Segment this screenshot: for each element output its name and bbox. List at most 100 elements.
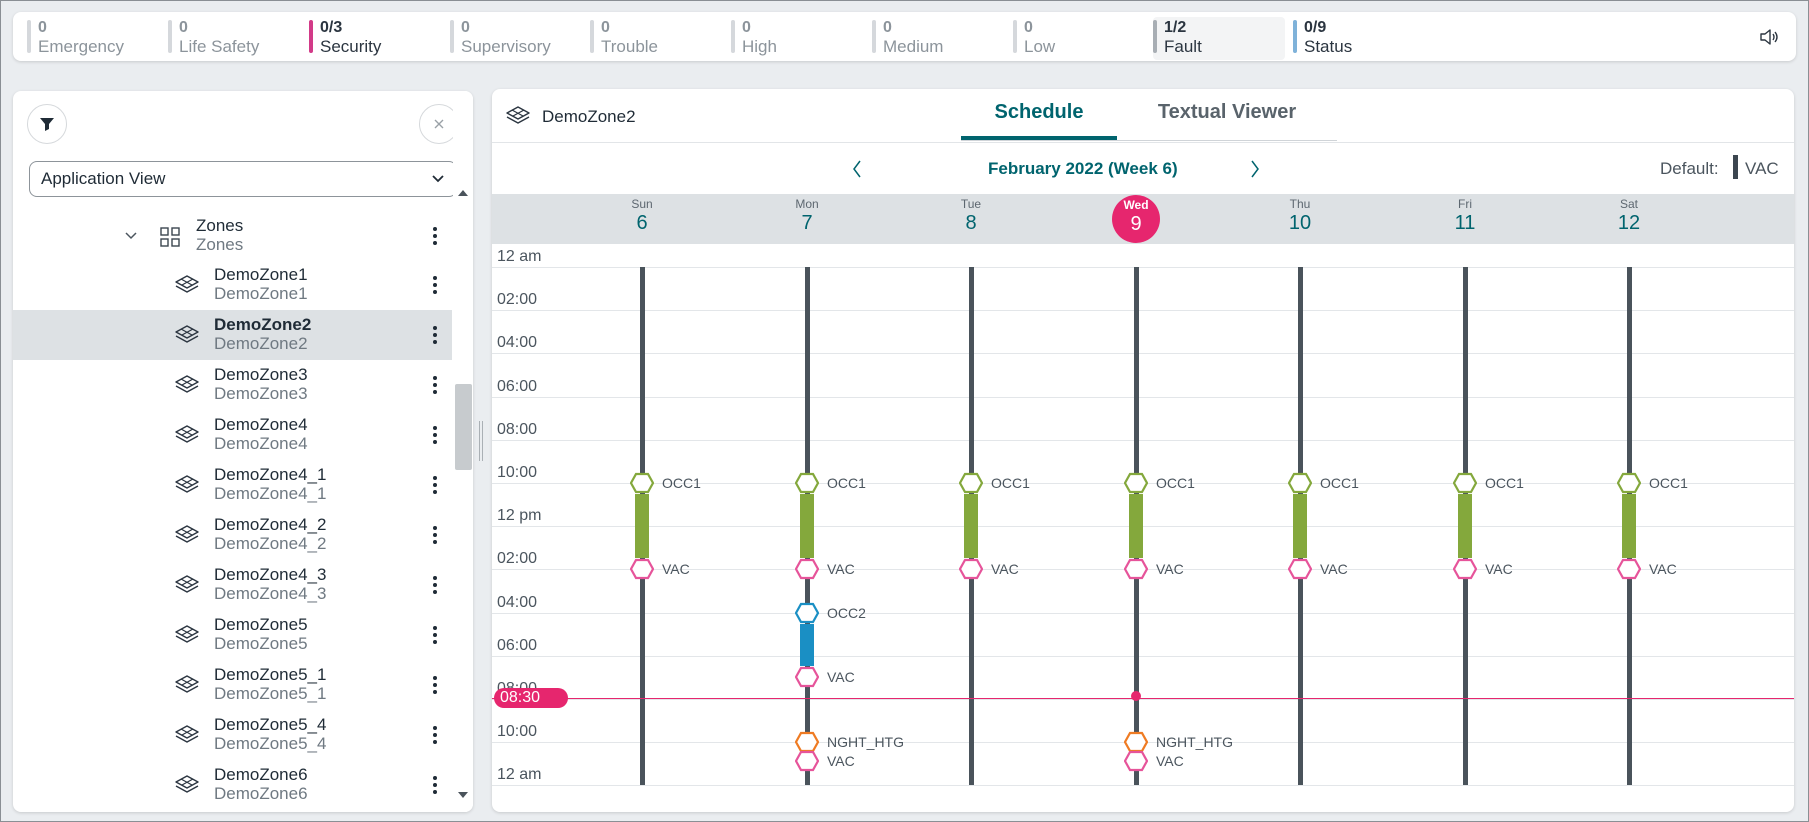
event-start-hex-icon[interactable]: [1123, 472, 1149, 494]
week-navigator: February 2022 (Week 6) Default: VAC: [492, 145, 1794, 191]
event-end-hex-icon[interactable]: [629, 558, 655, 580]
event-start-label: NGHT_HTG: [827, 734, 904, 751]
chevron-right-icon[interactable]: [1247, 158, 1263, 180]
status-color-bar: [1293, 20, 1297, 53]
tree-node-demozone4_1[interactable]: DemoZone4_1 DemoZone4_1: [13, 460, 452, 510]
event-start-hex-icon[interactable]: [1616, 472, 1642, 494]
event-end-hex-icon[interactable]: [958, 558, 984, 580]
more-options-icon[interactable]: [425, 523, 445, 547]
tree-node-subtitle: DemoZone4: [214, 434, 308, 453]
status-item-low[interactable]: 0 Low: [1013, 19, 1145, 59]
tree-node-title: DemoZone4: [214, 415, 308, 434]
schedule-event-bar[interactable]: [1458, 494, 1472, 559]
more-options-icon[interactable]: [425, 224, 445, 248]
tree-node-demozone4_3[interactable]: DemoZone4_3 DemoZone4_3: [13, 560, 452, 610]
status-item-high[interactable]: 0 High: [731, 19, 863, 59]
tree-node-title: DemoZone5_4: [214, 715, 327, 734]
filter-button[interactable]: [27, 104, 67, 144]
schedule-event-bar[interactable]: [800, 494, 814, 559]
event-end-label: VAC: [827, 753, 855, 770]
status-item-security[interactable]: 0/3 Security: [309, 19, 441, 59]
close-button[interactable]: [419, 104, 459, 144]
event-end-hex-icon[interactable]: [1123, 750, 1149, 772]
tree-node-demozone6[interactable]: DemoZone6 DemoZone6: [13, 760, 452, 810]
event-end-hex-icon[interactable]: [794, 666, 820, 688]
default-label: Default:: [1660, 159, 1719, 178]
grid-icon: [160, 227, 180, 247]
event-end-hex-icon[interactable]: [1287, 558, 1313, 580]
chevron-left-icon[interactable]: [849, 158, 865, 180]
status-item-medium[interactable]: 0 Medium: [872, 19, 1004, 59]
event-end-hex-icon[interactable]: [794, 558, 820, 580]
chevron-down-icon[interactable]: [124, 229, 138, 243]
day-name: Mon: [795, 197, 819, 211]
day-header-mon[interactable]: Mon 7: [767, 194, 847, 235]
tab-schedule[interactable]: Schedule: [994, 101, 1084, 123]
schedule-event-bar[interactable]: [964, 494, 978, 559]
event-start-hex-icon[interactable]: [958, 472, 984, 494]
day-header-tue[interactable]: Tue 8: [931, 194, 1011, 235]
scroll-down-arrow-icon[interactable]: [458, 792, 468, 798]
event-end-hex-icon[interactable]: [1123, 558, 1149, 580]
status-item-emergency[interactable]: 0 Emergency: [27, 19, 159, 59]
event-start-hex-icon[interactable]: [629, 472, 655, 494]
more-options-icon[interactable]: [425, 273, 445, 297]
tree-node-subtitle: DemoZone5: [214, 634, 308, 653]
more-options-icon[interactable]: [425, 473, 445, 497]
tree-node-demozone5_1[interactable]: DemoZone5_1 DemoZone5_1: [13, 660, 452, 710]
status-color-bar: [731, 20, 735, 53]
event-end-hex-icon[interactable]: [1452, 558, 1478, 580]
status-color-bar: [1153, 20, 1157, 53]
tree-node-demozone4[interactable]: DemoZone4 DemoZone4: [13, 410, 452, 460]
day-header-fri[interactable]: Fri 11: [1425, 194, 1505, 235]
tree-node-demozone4_2[interactable]: DemoZone4_2 DemoZone4_2: [13, 510, 452, 560]
event-start-hex-icon[interactable]: [1287, 472, 1313, 494]
day-header-sat[interactable]: Sat 12: [1589, 194, 1669, 235]
view-select[interactable]: Application View: [29, 161, 457, 197]
more-options-icon[interactable]: [425, 573, 445, 597]
status-label: Fault: [1164, 37, 1202, 56]
hour-gridline: [492, 310, 1794, 312]
tab-textual-viewer[interactable]: Textual Viewer: [1157, 101, 1297, 123]
more-options-icon[interactable]: [425, 723, 445, 747]
tree-node-zones[interactable]: Zones Zones: [13, 211, 452, 261]
more-options-icon[interactable]: [425, 423, 445, 447]
status-color-bar: [450, 20, 454, 53]
status-item-life-safety[interactable]: 0 Life Safety: [168, 19, 300, 59]
schedule-event-bar[interactable]: [1293, 494, 1307, 559]
tree-node-demozone2[interactable]: DemoZone2 DemoZone2: [13, 310, 452, 360]
schedule-event-bar[interactable]: [1622, 494, 1636, 559]
tree-node-demozone3[interactable]: DemoZone3 DemoZone3: [13, 360, 452, 410]
event-end-label: VAC: [827, 561, 855, 578]
more-options-icon[interactable]: [425, 323, 445, 347]
more-options-icon[interactable]: [425, 373, 445, 397]
status-count: 1/2: [1164, 19, 1187, 36]
speaker-icon[interactable]: [1758, 26, 1780, 48]
day-header-wed[interactable]: Wed 9: [1096, 194, 1176, 243]
event-start-hex-icon[interactable]: [1452, 472, 1478, 494]
event-end-hex-icon[interactable]: [794, 750, 820, 772]
tree-scroll-thumb[interactable]: [455, 384, 472, 470]
day-header-thu[interactable]: Thu 10: [1260, 194, 1340, 235]
tree-node-demozone5[interactable]: DemoZone5 DemoZone5: [13, 610, 452, 660]
event-start-hex-icon[interactable]: [794, 472, 820, 494]
scroll-up-arrow-icon[interactable]: [458, 190, 468, 196]
day-header-sun[interactable]: Sun 6: [602, 194, 682, 235]
schedule-event-bar[interactable]: [1129, 494, 1143, 559]
more-options-icon[interactable]: [425, 673, 445, 697]
event-start-label: OCC1: [1649, 475, 1688, 491]
status-item-fault[interactable]: 1/2 Fault: [1153, 17, 1285, 60]
status-count: 0: [38, 19, 47, 36]
panel-splitter[interactable]: [479, 421, 483, 461]
status-item-supervisory[interactable]: 0 Supervisory: [450, 19, 582, 59]
more-options-icon[interactable]: [425, 623, 445, 647]
tree-node-demozone1[interactable]: DemoZone1 DemoZone1: [13, 260, 452, 310]
event-start-hex-icon[interactable]: [794, 602, 820, 624]
status-item-trouble[interactable]: 0 Trouble: [590, 19, 722, 59]
tree-node-demozone5_4[interactable]: DemoZone5_4 DemoZone5_4: [13, 710, 452, 760]
schedule-event-bar[interactable]: [635, 494, 649, 559]
event-end-hex-icon[interactable]: [1616, 558, 1642, 580]
more-options-icon[interactable]: [425, 773, 445, 797]
status-item-status[interactable]: 0/9 Status: [1293, 19, 1425, 59]
schedule-event-bar[interactable]: [800, 623, 814, 667]
